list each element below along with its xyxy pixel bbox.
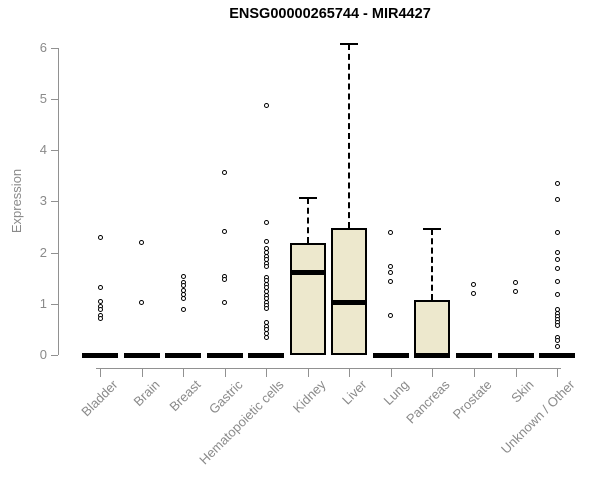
outlier-point xyxy=(554,229,560,235)
outlier-point xyxy=(471,282,477,288)
median-line xyxy=(414,352,451,358)
median-line xyxy=(123,352,160,358)
x-tick-label: Unknown / Other xyxy=(498,377,578,457)
box xyxy=(331,228,368,355)
whisker xyxy=(431,229,434,301)
whisker xyxy=(306,197,309,243)
y-tick-label: 2 xyxy=(39,244,47,260)
whisker-cap xyxy=(298,196,317,199)
y-tick xyxy=(51,303,58,305)
y-tick xyxy=(51,355,58,356)
outlier-point xyxy=(263,334,269,340)
outlier-point xyxy=(222,277,228,283)
x-axis-line xyxy=(96,368,561,369)
box xyxy=(289,242,326,355)
x-tick xyxy=(557,368,559,377)
outlier-point xyxy=(263,306,269,312)
outlier-point xyxy=(263,264,269,270)
x-tick xyxy=(100,368,101,377)
outlier-point xyxy=(222,169,228,175)
median-line xyxy=(82,352,118,358)
outlier-point xyxy=(388,279,394,285)
y-tick-label: 5 xyxy=(39,91,47,107)
outlier-point xyxy=(513,280,518,286)
outlier-point xyxy=(554,322,560,328)
whisker-cap xyxy=(423,228,442,231)
x-tick xyxy=(515,368,517,377)
y-tick xyxy=(51,150,58,152)
outlier-point xyxy=(180,295,186,301)
y-tick-label: 6 xyxy=(39,39,47,55)
outlier-point xyxy=(554,197,560,203)
median-line xyxy=(372,352,409,358)
outlier-point xyxy=(554,265,560,271)
outlier-point xyxy=(554,344,560,350)
outlier-point xyxy=(139,240,145,246)
outlier-point xyxy=(180,273,186,279)
outlier-point xyxy=(388,312,394,318)
median-line xyxy=(539,352,576,358)
x-tick xyxy=(141,368,143,377)
median-line xyxy=(331,300,368,306)
median-line xyxy=(248,352,285,358)
x-tick xyxy=(349,368,351,377)
outlier-point xyxy=(222,300,228,306)
median-line xyxy=(206,352,243,358)
outlier-point xyxy=(180,307,186,313)
outlier-point xyxy=(388,229,394,235)
y-tick xyxy=(51,201,58,203)
y-tick-label: 1 xyxy=(39,295,47,311)
y-tick-label: 4 xyxy=(39,142,47,158)
box xyxy=(414,300,451,355)
outlier-point xyxy=(97,235,103,241)
median-line xyxy=(289,270,326,276)
whisker-cap xyxy=(340,42,359,45)
outlier-point xyxy=(97,299,103,305)
y-tick xyxy=(51,99,58,101)
outlier-point xyxy=(263,102,269,108)
x-tick xyxy=(390,368,392,377)
x-tick xyxy=(224,368,226,377)
whisker xyxy=(348,43,351,229)
outlier-point xyxy=(471,290,477,296)
x-tick xyxy=(183,368,185,377)
outlier-point xyxy=(554,291,560,297)
y-tick-label: 0 xyxy=(39,347,47,362)
outlier-point xyxy=(554,337,560,343)
y-tick-label: 3 xyxy=(39,193,47,209)
outlier-point xyxy=(139,300,145,306)
outlier-point xyxy=(388,269,394,275)
y-axis-line xyxy=(58,47,59,355)
x-tick xyxy=(266,368,268,377)
chart-title: ENSG00000265744 - MIR4427 xyxy=(229,6,431,22)
y-tick xyxy=(51,47,58,49)
outlier-point xyxy=(513,288,518,294)
outlier-point xyxy=(97,315,103,321)
x-tick xyxy=(473,368,475,377)
outlier-point xyxy=(222,228,228,234)
outlier-point xyxy=(554,249,560,255)
outlier-point xyxy=(554,180,560,186)
outlier-point xyxy=(97,285,103,291)
outlier-point xyxy=(388,264,394,270)
median-line xyxy=(165,352,202,358)
outlier-point xyxy=(263,239,269,245)
x-tick xyxy=(432,368,434,377)
median-line xyxy=(497,352,534,358)
x-tick xyxy=(307,368,309,377)
outlier-point xyxy=(263,220,269,226)
median-line xyxy=(455,352,492,358)
outlier-point xyxy=(554,279,560,285)
y-tick xyxy=(51,252,58,254)
outlier-point xyxy=(554,257,560,263)
outlier-point xyxy=(97,307,103,313)
